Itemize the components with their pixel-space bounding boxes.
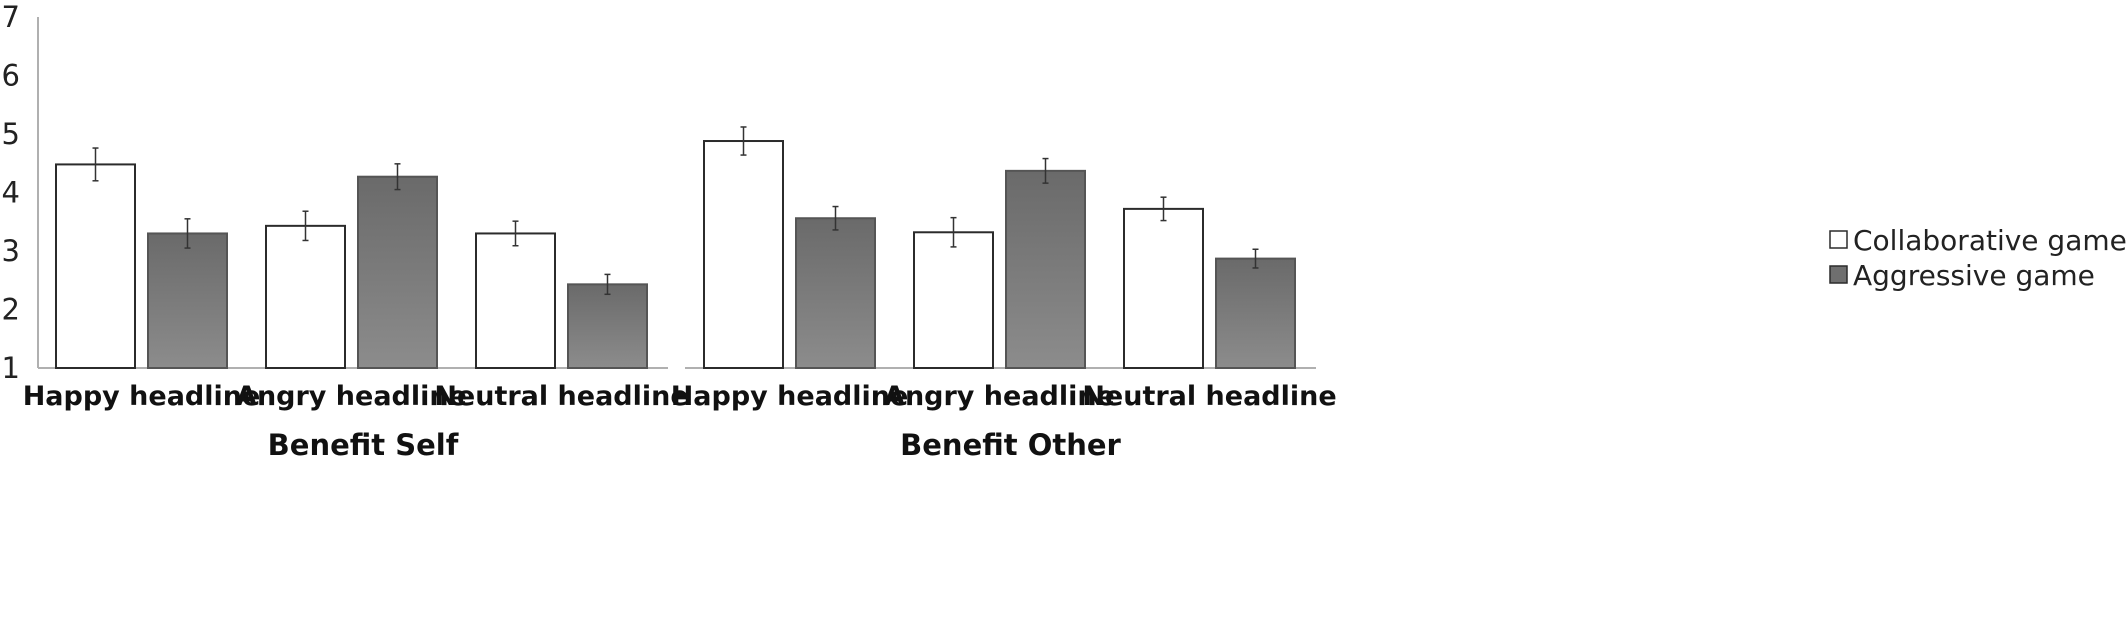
error-bar [740, 126, 747, 156]
y-tick-label: 4 [2, 176, 20, 210]
bar-collaborative [475, 232, 556, 369]
y-tick-label: 2 [2, 293, 20, 327]
bar-aggressive [1215, 257, 1296, 370]
error-bar [1042, 157, 1049, 184]
y-tick-label: 6 [2, 59, 20, 93]
bar-collaborative [913, 231, 994, 369]
bar-aggressive [567, 283, 648, 369]
legend-item: Aggressive game [1829, 259, 2095, 292]
category-label: Neutral headline [434, 381, 688, 412]
y-tick-label: 3 [2, 234, 20, 268]
bar-collaborative [55, 163, 136, 369]
legend-swatch [1829, 265, 1848, 284]
legend-label: Aggressive game [1853, 259, 2095, 292]
error-bar [184, 218, 191, 249]
category-label: Angry headline [236, 381, 467, 412]
error-bar [302, 210, 309, 242]
bars [55, 126, 1296, 370]
legend-swatch [1829, 230, 1848, 249]
y-tick-label: 5 [2, 117, 20, 151]
category-label: Angry headline [884, 381, 1115, 412]
error-bar [604, 273, 611, 296]
legend-item: Collaborative game [1829, 224, 2127, 257]
group-label: Benefit Self [268, 428, 459, 462]
error-bar [92, 147, 99, 182]
y-tick-label: 1 [2, 351, 20, 385]
error-bar [512, 220, 519, 247]
category-label: Neutral headline [1082, 381, 1336, 412]
category-label: Happy headline [671, 381, 909, 412]
category-label: Happy headline [23, 381, 261, 412]
bar-aggressive [1005, 169, 1086, 369]
error-bar [950, 216, 957, 248]
error-bar [394, 163, 401, 191]
error-bar [1160, 196, 1167, 222]
bar-aggressive [795, 217, 876, 369]
axes: 1 2 3 4 5 6 7 [2, 0, 1316, 385]
legend-label: Collaborative game [1853, 224, 2127, 257]
bar-aggressive [147, 232, 228, 369]
error-bar [1252, 248, 1259, 269]
bar-collaborative [1123, 207, 1204, 369]
bar-collaborative [265, 224, 346, 369]
y-tick-label: 7 [2, 0, 20, 34]
bar-collaborative [703, 140, 784, 369]
error-bar [832, 205, 839, 231]
bar-aggressive [357, 175, 438, 369]
group-label: Benefit Other [900, 428, 1121, 462]
